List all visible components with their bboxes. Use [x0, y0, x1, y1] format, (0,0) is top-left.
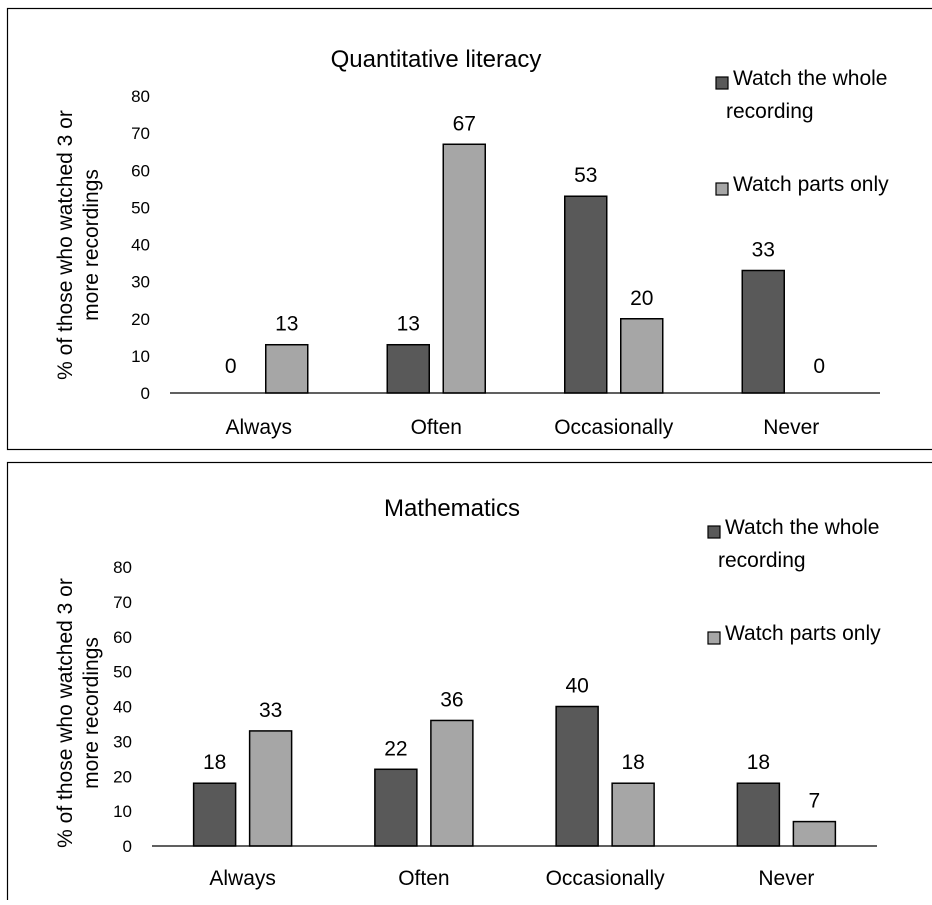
- y-tick-label: 50: [113, 663, 132, 682]
- legend-swatch: [716, 77, 728, 89]
- y-axis-label-line: more recordings: [80, 169, 103, 321]
- x-tick-label: Occasionally: [554, 416, 674, 439]
- y-tick-label: 0: [141, 384, 150, 403]
- y-tick-label: 30: [131, 273, 150, 292]
- y-tick-label: 80: [131, 87, 150, 106]
- y-axis-label-line: % of those who watched 3 or: [54, 578, 77, 848]
- chart-quantitative-literacy: Quantitative literacy % of those who watc…: [0, 0, 932, 452]
- data-label: 53: [574, 164, 597, 187]
- x-tick-label: Never: [758, 867, 814, 890]
- data-label: 33: [752, 238, 775, 261]
- data-label: 33: [259, 699, 282, 722]
- data-label: 20: [630, 287, 653, 310]
- x-tick-label: Always: [225, 416, 292, 439]
- bar: [621, 319, 663, 393]
- y-tick-label: 80: [113, 558, 132, 577]
- data-label: 18: [747, 751, 770, 774]
- y-tick-label: 40: [113, 698, 132, 717]
- data-label: 0: [813, 355, 825, 378]
- y-tick-label: 70: [131, 124, 150, 143]
- data-label: 67: [453, 112, 476, 135]
- bar: [266, 345, 308, 393]
- chart-svg-quantitative-literacy: Quantitative literacy % of those who watc…: [0, 0, 932, 452]
- data-label: 13: [397, 313, 420, 336]
- legend-swatch: [716, 183, 728, 195]
- x-tick-label: Occasionally: [546, 867, 666, 890]
- data-label: 7: [809, 790, 821, 813]
- legend-label: Watch the whole: [733, 67, 887, 90]
- data-label: 13: [275, 313, 298, 336]
- bar: [250, 731, 292, 846]
- x-tick-label: Often: [411, 416, 462, 439]
- legend-label: Watch the whole: [725, 516, 879, 539]
- bar: [556, 707, 598, 847]
- legend-swatch: [708, 632, 720, 644]
- data-label: 22: [384, 737, 407, 760]
- chart-title: Quantitative literacy: [331, 46, 542, 73]
- bar: [431, 720, 473, 846]
- legend-swatch: [708, 526, 720, 538]
- x-tick-label: Always: [209, 867, 276, 890]
- y-tick-label: 10: [131, 347, 150, 366]
- data-label: 0: [225, 355, 237, 378]
- bar: [742, 270, 784, 393]
- chart-title: Mathematics: [384, 495, 520, 522]
- y-tick-label: 60: [113, 628, 132, 647]
- y-tick-label: 20: [113, 767, 132, 786]
- legend-label: Watch parts only: [733, 173, 889, 196]
- bar: [612, 783, 654, 846]
- y-tick-label: 20: [131, 310, 150, 329]
- y-axis-label-line: % of those who watched 3 or: [54, 110, 77, 380]
- bar: [565, 196, 607, 393]
- y-axis-label-line: more recordings: [80, 637, 103, 789]
- y-tick-label: 10: [113, 802, 132, 821]
- x-tick-label: Often: [398, 867, 449, 890]
- x-tick-label: Never: [763, 416, 819, 439]
- legend-label: Watch parts only: [725, 622, 881, 645]
- data-label: 18: [621, 751, 644, 774]
- bar: [387, 345, 429, 393]
- y-tick-label: 30: [113, 732, 132, 751]
- data-label: 18: [203, 751, 226, 774]
- y-tick-label: 50: [131, 198, 150, 217]
- bar: [737, 783, 779, 846]
- y-tick-label: 0: [123, 837, 132, 856]
- bar: [443, 144, 485, 393]
- bar: [194, 783, 236, 846]
- y-tick-label: 40: [131, 236, 150, 255]
- data-label: 40: [565, 675, 588, 698]
- bar: [375, 769, 417, 846]
- legend-label: recording: [718, 549, 806, 572]
- data-label: 36: [440, 688, 463, 711]
- bar: [793, 822, 835, 846]
- y-tick-label: 60: [131, 161, 150, 180]
- y-tick-label: 70: [113, 593, 132, 612]
- legend-label: recording: [726, 100, 814, 123]
